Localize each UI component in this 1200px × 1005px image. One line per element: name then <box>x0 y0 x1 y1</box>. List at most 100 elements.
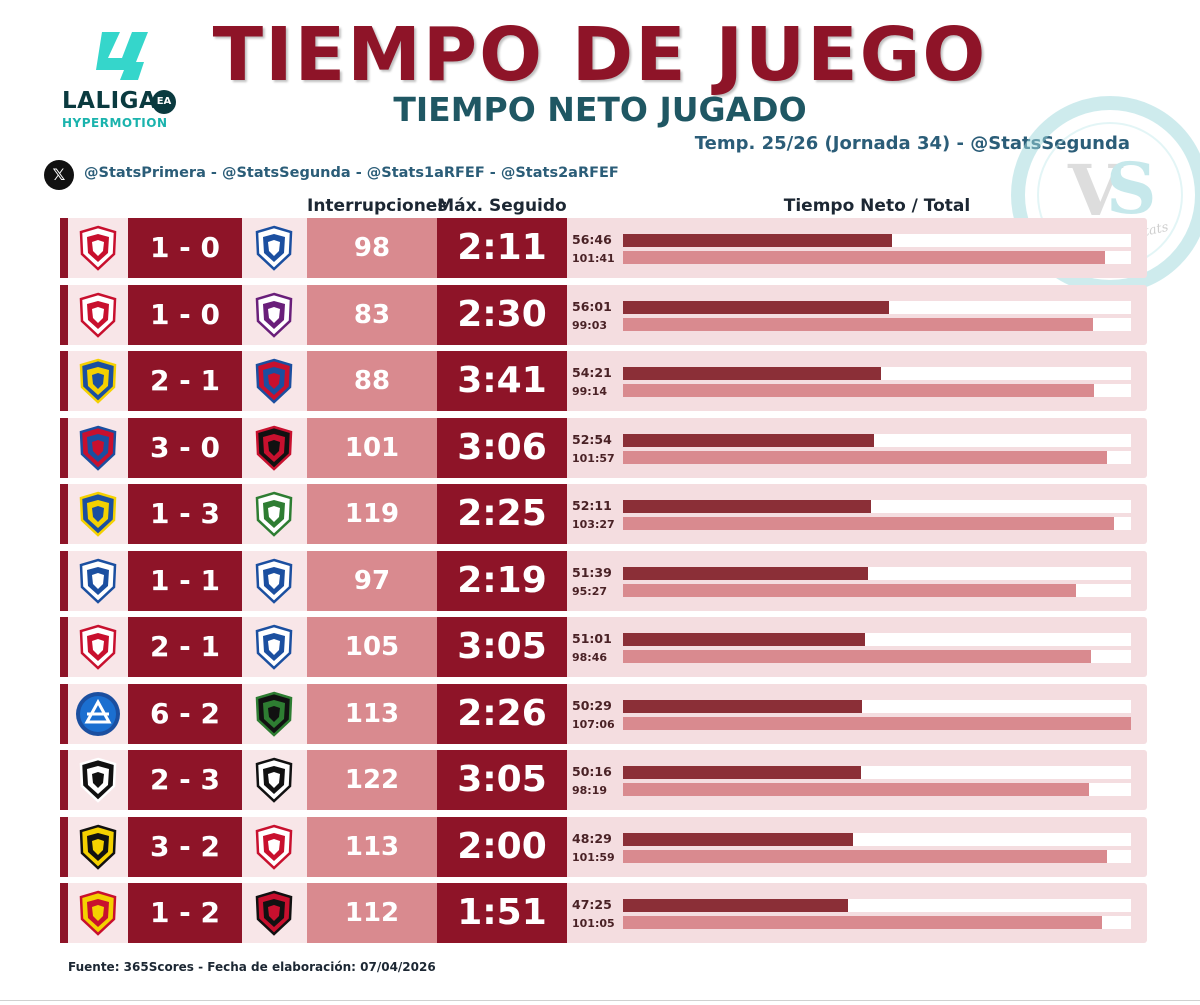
laliga-hypermotion-logo: LALIGA EA HYPERMOTION <box>60 28 210 130</box>
interruptions-label: 119 <box>307 484 437 544</box>
page-title: TIEMPO DE JUEGO <box>212 12 988 98</box>
page-subtitle: TIEMPO NETO JUGADO <box>393 90 807 129</box>
total-time-label: 101:59 <box>572 850 615 864</box>
max-continuous-label: 3:41 <box>437 351 567 411</box>
score-label: 2 - 3 <box>128 750 242 810</box>
match-row: 3 - 2 113 2:00 48:29 101:59 <box>60 816 1147 877</box>
max-continuous-label: 2:19 <box>437 550 567 611</box>
row-accent <box>60 683 68 744</box>
net-time-bar <box>623 899 848 912</box>
row-accent <box>60 550 68 611</box>
net-time-bar <box>623 234 893 247</box>
match-row: 1 - 3 119 2:25 52:11 103:27 <box>60 484 1147 544</box>
total-time-label: 101:57 <box>572 451 615 465</box>
header-net-total: Tiempo Neto / Total <box>783 196 971 216</box>
score-label: 3 - 0 <box>128 417 242 478</box>
cordoba-crest-icon <box>250 490 298 538</box>
las-palmas-crest-icon <box>74 357 122 405</box>
match-row: 1 - 1 97 2:19 51:39 95:27 <box>60 550 1147 611</box>
match-row: 2 - 1 88 3:41 54:21 99:14 <box>60 351 1147 411</box>
deportivo-crest-icon <box>74 557 122 605</box>
net-time-bar <box>623 300 889 314</box>
row-accent <box>60 218 68 278</box>
net-time-label: 51:39 <box>572 564 612 580</box>
row-accent <box>60 750 68 810</box>
net-time-label: 47:25 <box>572 897 612 912</box>
max-continuous-label: 2:25 <box>437 484 567 544</box>
total-time-label: 107:06 <box>572 717 615 731</box>
zaragoza-crest-icon <box>74 889 122 937</box>
net-time-label: 50:16 <box>572 764 612 779</box>
net-time-label: 48:29 <box>572 830 612 846</box>
max-continuous-label: 2:30 <box>437 284 567 345</box>
total-time-bar <box>623 517 1114 530</box>
total-time-bar <box>623 849 1107 863</box>
season-label: Temp. 25/26 (Jornada 34) - @StatsSegunda <box>694 133 1130 154</box>
interruptions-label: 122 <box>307 750 437 810</box>
racing-crest-icon <box>250 690 298 738</box>
total-time-bar <box>623 384 1094 397</box>
row-accent <box>60 284 68 345</box>
net-time-bar <box>623 433 874 447</box>
net-time-label: 54:21 <box>572 365 612 380</box>
net-time-label: 52:11 <box>572 498 612 513</box>
interruptions-label: 113 <box>307 683 437 744</box>
cultural-leonesa-crest-icon <box>74 291 122 339</box>
net-time-label: 51:01 <box>572 631 612 646</box>
total-time-label: 103:27 <box>572 518 615 531</box>
score-label: 6 - 2 <box>128 683 242 744</box>
total-time-label: 99:03 <box>572 318 608 332</box>
interruptions-label: 98 <box>307 218 437 278</box>
max-continuous-label: 3:05 <box>437 617 567 677</box>
mirandes-crest-icon <box>250 889 298 937</box>
granada-crest-icon <box>250 823 298 871</box>
score-label: 1 - 0 <box>128 284 242 345</box>
sporting-crest-icon <box>74 224 122 272</box>
row-accent <box>60 417 68 478</box>
interruptions-label: 101 <box>307 417 437 478</box>
malaga-crest-icon <box>250 557 298 605</box>
andorra-crest-icon <box>74 690 122 738</box>
interruptions-label: 97 <box>307 550 437 611</box>
logo-word: LALIGA <box>62 88 158 114</box>
match-row: 2 - 3 122 3:05 50:16 98:19 <box>60 750 1147 810</box>
match-row: 1 - 0 83 2:30 56:01 99:03 <box>60 284 1147 345</box>
max-continuous-label: 2:11 <box>437 218 567 278</box>
leganes-crest-icon <box>250 623 298 671</box>
row-accent <box>60 617 68 677</box>
total-time-bar <box>623 583 1076 597</box>
interruptions-label: 83 <box>307 284 437 345</box>
total-time-bar <box>623 650 1092 663</box>
header-interruptions: Interrupciones <box>307 196 448 216</box>
score-label: 1 - 1 <box>128 550 242 611</box>
match-row: 1 - 2 112 1:51 47:25 101:05 <box>60 883 1147 943</box>
total-time-bar <box>623 783 1090 796</box>
logo-sub: HYPERMOTION <box>62 116 168 130</box>
row-accent <box>60 484 68 544</box>
match-row: 3 - 0 101 3:06 52:54 101:57 <box>60 417 1147 478</box>
net-time-bar <box>623 367 881 380</box>
castellon-crest-icon <box>74 823 122 871</box>
total-time-bar <box>623 317 1093 331</box>
cadiz-crest-icon <box>74 490 122 538</box>
match-row: 1 - 0 98 2:11 56:46 101:41 <box>60 218 1147 278</box>
score-label: 2 - 1 <box>128 617 242 677</box>
laliga-mark-icon <box>96 32 148 80</box>
net-time-label: 50:29 <box>572 697 612 713</box>
header-max-continuous: Máx. Seguido <box>437 196 567 216</box>
row-accent <box>60 816 68 877</box>
svg-text:S: S <box>1106 147 1157 230</box>
net-time-bar <box>623 699 863 713</box>
ceuta-crest-icon <box>250 424 298 472</box>
max-continuous-label: 1:51 <box>437 883 567 943</box>
total-time-bar <box>623 450 1107 464</box>
almeria-crest-icon <box>74 623 122 671</box>
albacete-crest-icon <box>74 756 122 804</box>
net-time-bar <box>623 566 868 580</box>
total-time-label: 98:46 <box>572 651 608 664</box>
total-time-label: 98:19 <box>572 784 608 797</box>
max-continuous-label: 2:26 <box>437 683 567 744</box>
max-continuous-label: 3:06 <box>437 417 567 478</box>
net-time-bar <box>623 633 865 646</box>
net-time-label: 56:01 <box>572 298 612 314</box>
